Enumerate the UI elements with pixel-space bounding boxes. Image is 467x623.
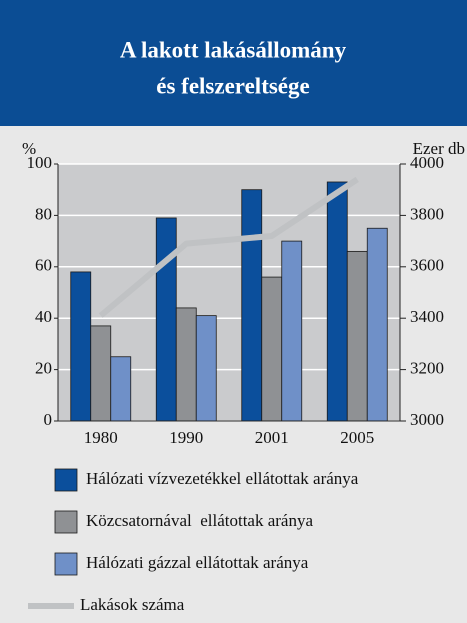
x-tick-label: 1980: [84, 428, 118, 447]
bar: [346, 250, 368, 422]
legend-label: Hálózati vízvezetékkel ellátottak aránya: [86, 469, 359, 488]
bar: [326, 181, 348, 422]
y-tick-label: 20: [35, 359, 52, 378]
y2-tick-label: 3400: [410, 307, 444, 326]
legend-swatch: [54, 468, 78, 492]
y2-tick-label: 4000: [410, 153, 444, 172]
y2-tick-label: 3600: [410, 256, 444, 275]
bar: [261, 276, 283, 422]
bar: [366, 227, 388, 422]
bar: [241, 189, 263, 422]
y-tick-label: 0: [44, 410, 53, 429]
bar: [110, 356, 132, 422]
legend-swatch: [54, 510, 78, 534]
legend-swatch: [54, 552, 78, 576]
bar: [281, 240, 303, 422]
legend-label: Hálózati gázzal ellátottak aránya: [86, 553, 309, 572]
y2-axis-label: Ezer db: [413, 139, 465, 158]
y-tick-label: 100: [27, 153, 53, 172]
chart-title: és felszereltsége: [156, 73, 309, 98]
bar: [195, 315, 217, 422]
chart-title: A lakott lakásállomány: [120, 37, 347, 62]
legend-label: Közcsatornával ellátottak aránya: [86, 511, 313, 530]
y2-tick-label: 3800: [410, 204, 444, 223]
y-tick-label: 80: [35, 204, 52, 223]
y-axis-label: %: [22, 139, 36, 158]
legend-label: Lakások száma: [80, 595, 185, 614]
x-tick-label: 1990: [169, 428, 203, 447]
header: [0, 0, 467, 126]
bar: [90, 325, 112, 422]
bar: [175, 307, 197, 422]
y-tick-label: 40: [35, 307, 52, 326]
bar: [155, 217, 177, 422]
bar: [70, 271, 92, 422]
x-tick-label: 2005: [340, 428, 374, 447]
y2-tick-label: 3200: [410, 359, 444, 378]
line: [98, 176, 359, 318]
y-tick-label: 60: [35, 256, 52, 275]
y2-tick-label: 3000: [410, 410, 444, 429]
x-tick-label: 2001: [255, 428, 289, 447]
